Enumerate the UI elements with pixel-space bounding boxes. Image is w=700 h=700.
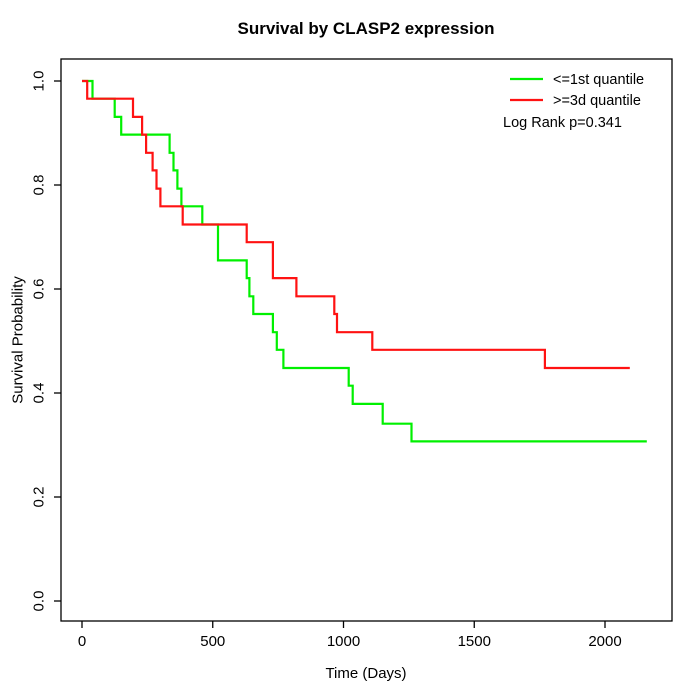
legend: <=1st quantile >=3d quantile Log Rank p=… <box>503 72 644 131</box>
x-tick-label: 1000 <box>327 633 360 650</box>
x-axis-title: Time (Days) <box>325 665 406 682</box>
y-axis-title: Survival Probability <box>9 276 26 404</box>
y-tick-label: 1.0 <box>30 71 47 92</box>
x-tick-label: 1500 <box>458 633 491 650</box>
km-curve-low-expression <box>82 79 647 443</box>
legend-label-first-quantile: <=1st quantile <box>553 72 644 88</box>
axis-tick-marks <box>54 80 606 628</box>
log-rank-p-value: Log Rank p=0.341 <box>503 115 622 131</box>
plot-title: Survival by CLASP2 expression <box>238 19 495 38</box>
y-tick-label: 0.2 <box>30 487 47 508</box>
plot-border <box>60 58 673 622</box>
x-tick-label: 500 <box>200 633 225 650</box>
y-tick-label: 0.8 <box>30 175 47 196</box>
y-tick-label: 0.4 <box>30 383 47 404</box>
legend-label-third-quantile: >=3d quantile <box>553 93 641 109</box>
y-tick-label: 0.0 <box>30 591 47 612</box>
y-tick-label: 0.6 <box>30 279 47 300</box>
axis-tick-labels: 0 500 1000 1500 2000 0.0 0.2 0.4 0.6 0.8 1.0 <box>30 71 621 650</box>
km-curve-high-expression <box>82 79 630 370</box>
survival-curves <box>82 79 647 443</box>
x-tick-label: 2000 <box>588 633 621 650</box>
x-tick-label: 0 <box>78 633 86 650</box>
